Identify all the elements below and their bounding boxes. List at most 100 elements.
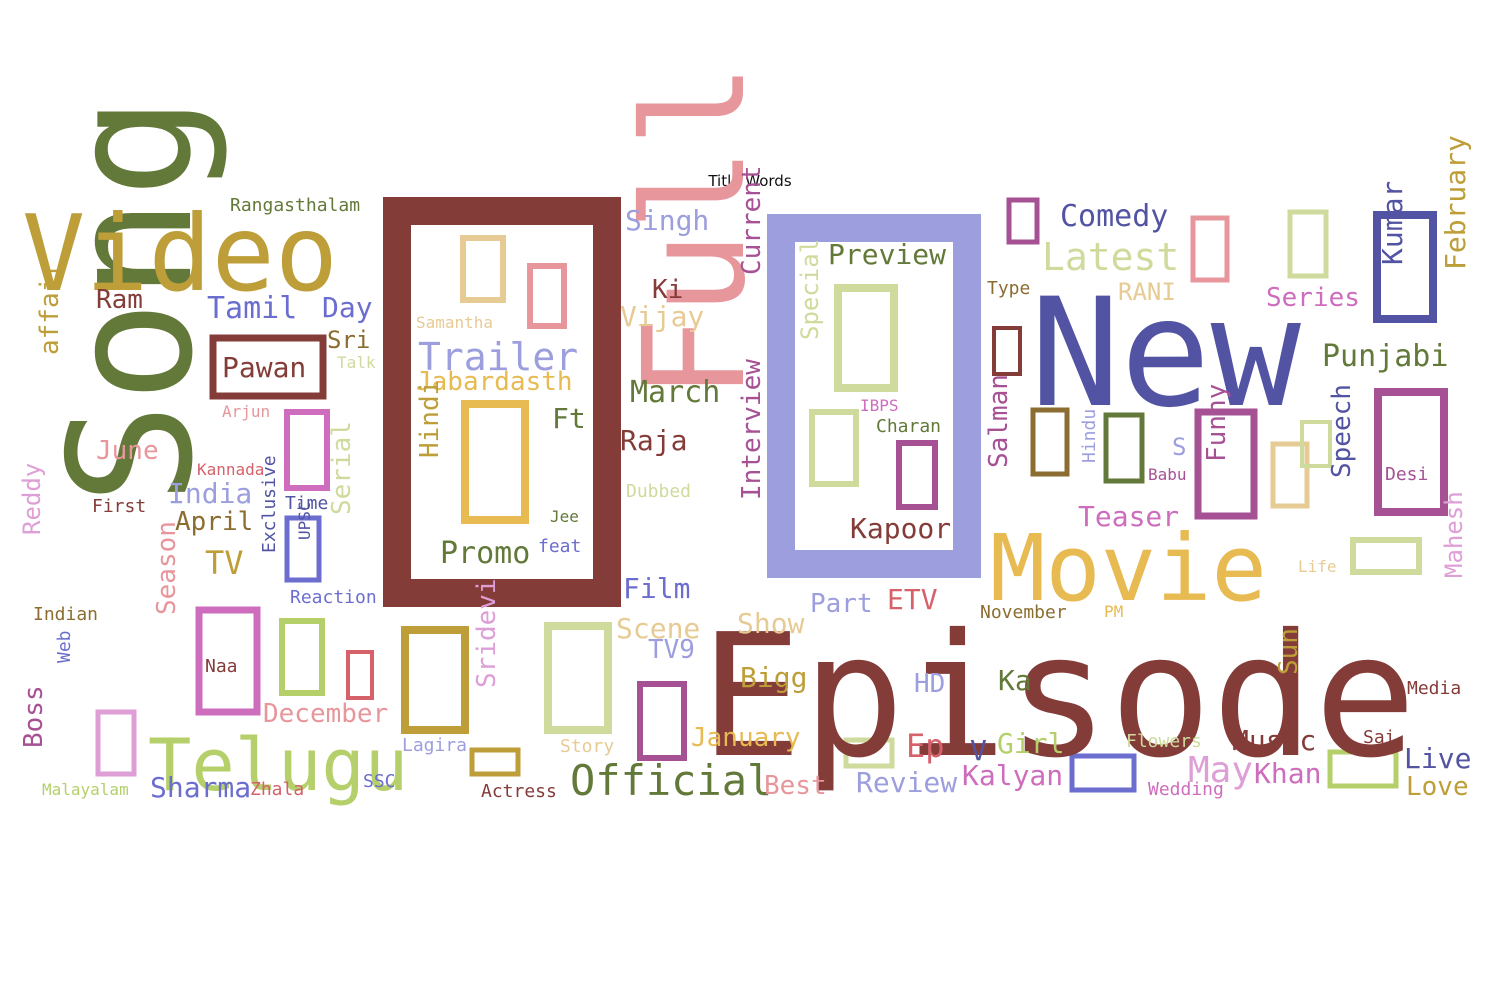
cloud-word: Indian <box>33 604 98 625</box>
cloud-word: Samantha <box>416 313 493 332</box>
cloud-word: Vijay <box>620 300 704 333</box>
cloud-word: Babu <box>1148 465 1187 484</box>
cloud-word: S <box>1172 433 1186 461</box>
cloud-word: Sharma <box>150 771 251 804</box>
cloud-word: Life <box>1298 557 1337 576</box>
glyph-box <box>1300 420 1332 468</box>
cloud-word: Type <box>987 278 1030 299</box>
cloud-word: Day <box>322 291 373 324</box>
cloud-word: May <box>1188 750 1253 791</box>
cloud-word: Hindu <box>1079 409 1100 463</box>
glyph-box <box>1030 407 1070 477</box>
cloud-word: Reddy <box>18 463 46 535</box>
cloud-word: V <box>970 734 987 767</box>
glyph-box <box>383 197 621 607</box>
cloud-word: Mahesh <box>1440 491 1468 578</box>
cloud-word: Flowers <box>1126 731 1202 752</box>
cloud-word: Charan <box>876 416 941 437</box>
cloud-word: February <box>1439 135 1472 270</box>
cloud-word: Comedy <box>1060 199 1168 234</box>
page-title: Title Words <box>708 172 792 190</box>
cloud-word: Ki <box>652 275 683 305</box>
glyph-box <box>284 515 322 583</box>
cloud-word: Music <box>1232 724 1316 757</box>
glyph-box <box>843 737 895 769</box>
cloud-word: Media <box>1407 678 1461 699</box>
glyph-box <box>1006 197 1040 245</box>
cloud-word: ETV <box>887 583 938 616</box>
cloud-word: Series <box>1266 283 1360 313</box>
cloud-word: Official <box>570 756 772 805</box>
cloud-word: First <box>92 496 146 517</box>
glyph-box <box>1327 749 1399 789</box>
cloud-word: Actress <box>481 781 557 802</box>
cloud-word: Boss <box>19 685 49 748</box>
cloud-word: Salman <box>984 374 1014 468</box>
cloud-word: Story <box>560 736 614 757</box>
cloud-word: Sun <box>1274 628 1304 675</box>
cloud-word: June <box>96 436 159 466</box>
cloud-word: Punjabi <box>1322 339 1448 374</box>
glyph-box <box>1103 412 1145 484</box>
cloud-word: Movie <box>990 515 1267 622</box>
cloud-word: January <box>691 723 801 753</box>
cloud-word: Singh <box>625 204 709 237</box>
cloud-word: Speech <box>1327 384 1357 478</box>
glyph-box <box>195 606 261 716</box>
glyph-box <box>1287 209 1329 279</box>
glyph-box <box>95 709 137 777</box>
glyph-box <box>1373 211 1437 323</box>
cloud-word: HD <box>914 669 945 699</box>
glyph-box <box>209 334 327 400</box>
cloud-word: Naa <box>205 656 238 677</box>
cloud-word: Interview <box>737 359 767 500</box>
glyph-box <box>1270 441 1310 509</box>
cloud-word: March <box>630 375 720 410</box>
cloud-word: Reaction <box>290 587 377 608</box>
cloud-word: Teaser <box>1078 500 1179 533</box>
cloud-word: Talk <box>337 353 376 372</box>
glyph-box <box>1069 753 1137 793</box>
cloud-word: Live <box>1404 742 1471 775</box>
glyph-box <box>460 235 506 303</box>
cloud-word: Zhala <box>250 779 304 800</box>
cloud-word: Jee <box>550 507 579 526</box>
glyph-box <box>767 214 981 578</box>
glyph-box <box>992 326 1022 376</box>
cloud-word: Web <box>54 630 75 663</box>
cloud-word: Funny <box>1202 384 1232 462</box>
cloud-word: feat <box>538 536 581 557</box>
cloud-word: Desi <box>1385 464 1428 485</box>
cloud-word: Ep <box>906 727 945 765</box>
cloud-word: December <box>263 699 388 729</box>
cloud-word: Serial <box>327 421 357 515</box>
cloud-word: Review <box>856 766 957 799</box>
cloud-word: Show <box>737 607 805 640</box>
cloud-word: Kapoor <box>850 512 951 545</box>
glyph-box <box>461 400 529 524</box>
glyph-box <box>401 626 469 734</box>
cloud-word: Special <box>796 239 824 340</box>
glyph-box <box>834 284 898 392</box>
cloud-word: SSC <box>363 771 396 792</box>
cloud-word: Episode <box>700 598 1416 796</box>
cloud-word: Ram <box>96 285 143 315</box>
glyph-box <box>1190 215 1230 283</box>
cloud-word: Preview <box>828 238 946 271</box>
cloud-word: Kumar <box>1376 181 1409 265</box>
cloud-word: Scene <box>616 612 700 645</box>
cloud-word: April <box>175 507 253 537</box>
cloud-word: Trailer <box>418 335 578 379</box>
glyph-box <box>896 440 938 510</box>
cloud-word: Wedding <box>1148 779 1224 800</box>
cloud-word: Full <box>614 63 777 400</box>
cloud-word: IBPS <box>860 396 899 415</box>
cloud-word: Ka <box>998 664 1032 697</box>
cloud-word: Promo <box>440 536 530 571</box>
cloud-word: Malayalam <box>42 780 129 799</box>
cloud-word: Season <box>152 521 182 615</box>
cloud-word: Lagira <box>402 735 467 756</box>
cloud-word: Rangasthalam <box>230 195 360 216</box>
cloud-word: UPSC <box>295 501 314 540</box>
